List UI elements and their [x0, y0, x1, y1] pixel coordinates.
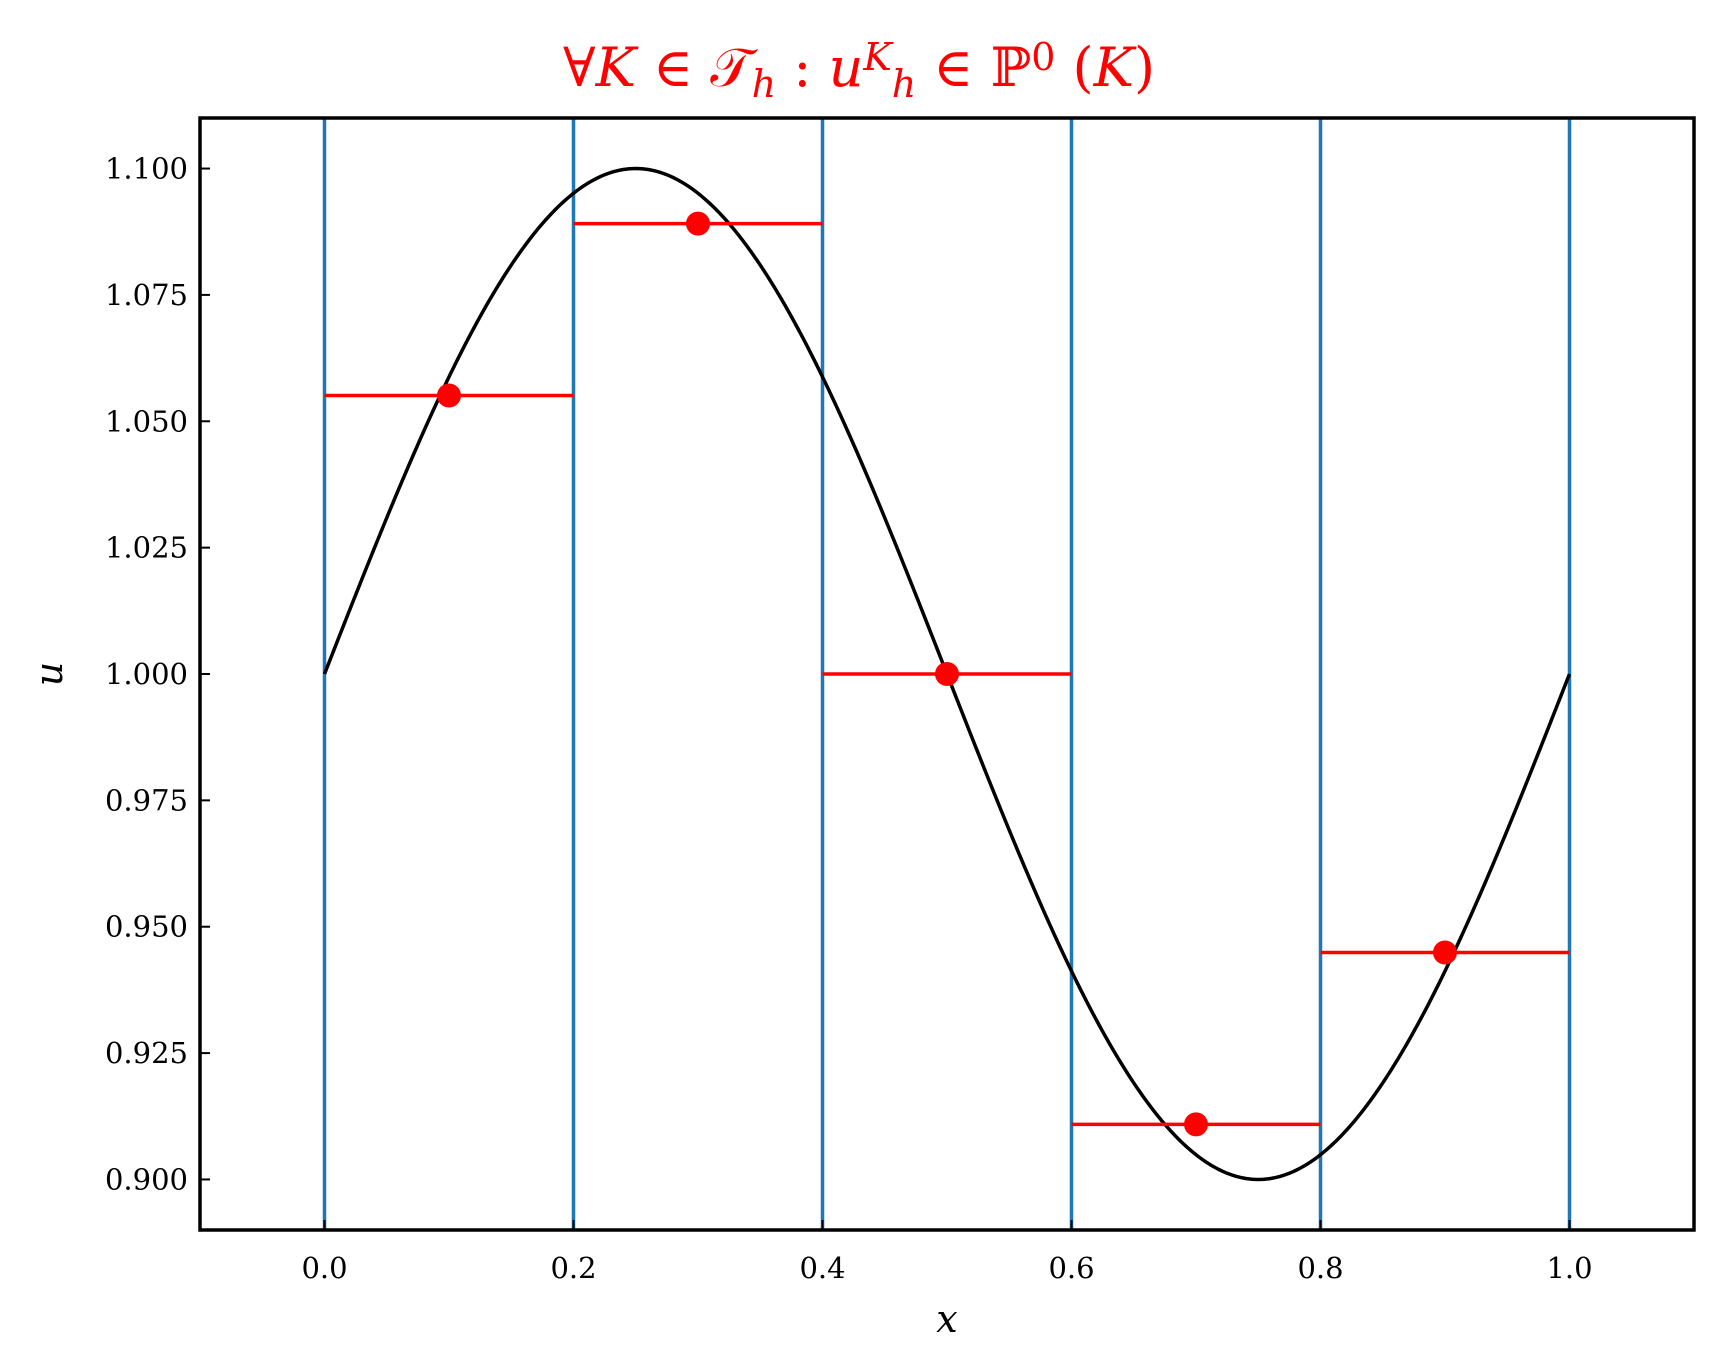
y-tick-label: 1.000	[105, 657, 188, 691]
cell-average-point	[437, 383, 461, 408]
y-tick-label: 0.950	[105, 910, 188, 944]
y-tick-label: 0.925	[105, 1036, 188, 1070]
cell-average-point	[1184, 1112, 1208, 1137]
y-tick-label: 1.100	[105, 152, 188, 186]
title-part: )	[1134, 36, 1155, 99]
x-axis-label: x	[936, 1297, 957, 1341]
title-part: :	[776, 36, 829, 99]
chart-title: ∀K ∈ 𝒯h : uKh ∈ ℙ0 (K)	[563, 35, 1155, 106]
title-part: ∀	[563, 36, 596, 99]
title-part: K	[595, 36, 639, 99]
title-part: u	[829, 36, 864, 99]
title-part: h	[752, 62, 776, 106]
title-part: 𝒯	[710, 36, 758, 99]
cell-average-points	[437, 211, 1457, 1137]
y-tick-label: 0.975	[105, 783, 188, 817]
cell-average-point	[935, 662, 959, 686]
x-tick-label: 0.8	[1297, 1251, 1343, 1285]
x-tick-label: 0.0	[301, 1251, 347, 1285]
title-part: ℙ	[991, 36, 1032, 99]
cell-average-point	[1433, 940, 1457, 965]
y-tick-label: 1.050	[105, 404, 188, 438]
x-axis-ticks: 0.0 0.2 0.4 0.6 0.8 1.0	[301, 1220, 1593, 1285]
title-part: 0	[1031, 35, 1055, 79]
plot-area	[322, 118, 1572, 1230]
title-part: h	[892, 62, 916, 106]
title-part: ∈	[916, 36, 990, 99]
x-tick-label: 0.2	[550, 1251, 596, 1285]
title-part: ∈	[636, 36, 710, 99]
x-tick-label: 1.0	[1546, 1251, 1592, 1285]
y-axis-ticks: 0.900 0.925 0.950 0.975 1.000 1.025 1.050 1.075…	[105, 152, 210, 1196]
y-tick-label: 0.900	[105, 1162, 188, 1196]
y-tick-label: 1.075	[105, 278, 188, 312]
title-part: (	[1055, 36, 1093, 99]
y-tick-label: 1.025	[105, 531, 188, 565]
title-part: K	[1093, 36, 1137, 99]
x-tick-label: 0.4	[799, 1251, 845, 1285]
y-axis-label: u	[27, 662, 71, 686]
title-part: K	[862, 35, 894, 79]
cell-average-point	[686, 211, 710, 236]
x-tick-label: 0.6	[1048, 1251, 1094, 1285]
